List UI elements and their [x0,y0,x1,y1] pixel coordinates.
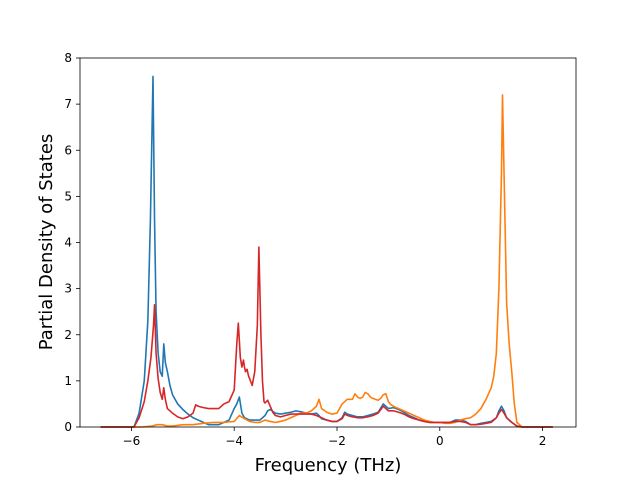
y-tick-label: 5 [64,189,72,203]
y-axis-ticks: 0 1 2 3 4 5 6 7 8 [64,51,80,434]
x-tick-label: −4 [225,434,243,448]
x-tick-label: 0 [436,434,444,448]
y-tick-label: 4 [64,236,72,250]
series-line-2 [100,94,553,428]
x-axis-ticks: −6 −4 −2 0 2 [123,427,547,448]
series-line-3 [100,246,553,428]
y-axis-label: Partial Density of States [36,134,57,351]
y-tick-label: 2 [64,328,72,342]
x-axis-label: Frequency (THz) [255,455,402,476]
y-tick-label: 1 [64,374,72,388]
x-tick-label: −2 [328,434,346,448]
series-layer [100,75,553,428]
y-tick-label: 6 [64,143,72,157]
x-tick-label: −6 [123,434,141,448]
y-tick-label: 3 [64,282,72,296]
y-tick-label: 8 [64,51,72,65]
x-tick-label: 2 [539,434,547,448]
series-line-1 [100,75,553,428]
y-tick-label: 7 [64,97,72,111]
y-tick-label: 0 [64,420,72,434]
